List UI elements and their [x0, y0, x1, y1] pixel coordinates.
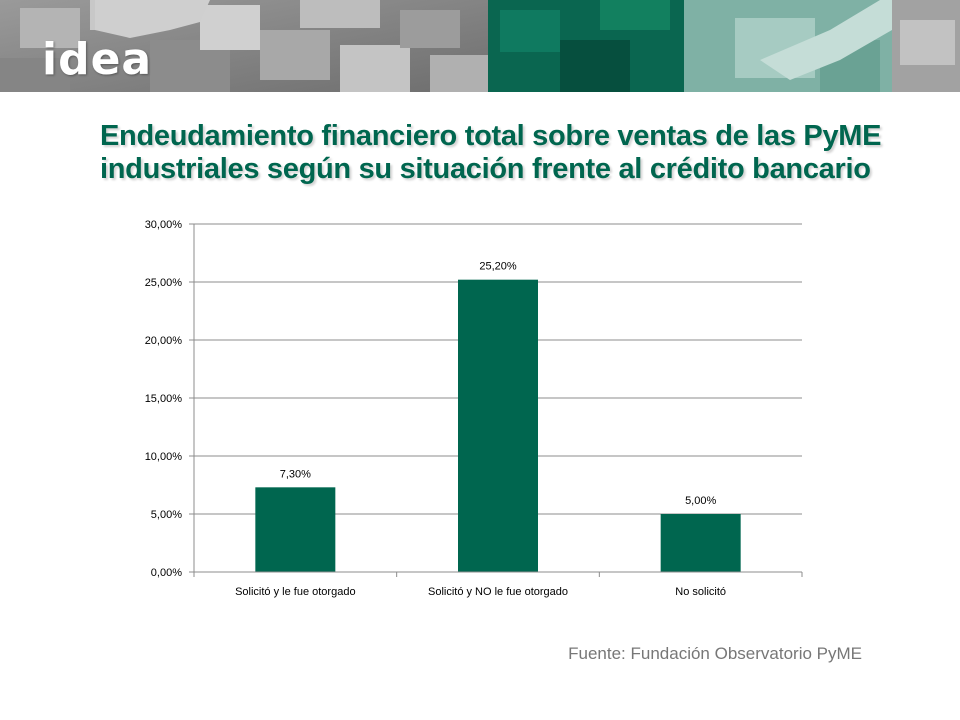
y-axis-ticks: 0,00% 5,00% 10,00% 15,00% 20,00% 25,00% 30,00%	[145, 219, 194, 579]
bar	[660, 514, 741, 572]
bar-chart: 0,00% 5,00% 10,00% 15,00% 20,00% 25,00% 30,00%…	[145, 219, 803, 598]
bar	[255, 487, 336, 572]
x-tick-label: No solicitó	[675, 586, 726, 598]
y-tick-label: 0,00%	[151, 567, 182, 579]
y-tick-label: 5,00%	[151, 509, 182, 521]
x-tick-label: Solicitó y le fue otorgado	[235, 586, 355, 598]
x-axis-ticks: Solicitó y le fue otorgado Solicitó y NO …	[193, 572, 803, 598]
header-banner: idea	[0, 0, 960, 92]
data-label: 7,30%	[280, 468, 311, 480]
x-tick-label: Solicitó y NO le fue otorgado	[428, 586, 568, 598]
data-label: 5,00%	[685, 495, 716, 507]
data-labels: 7,30% 25,20% 5,00%	[280, 261, 717, 507]
bar	[458, 279, 538, 572]
y-tick-label: 20,00%	[145, 335, 183, 347]
banner-photo	[0, 0, 960, 92]
y-tick-label: 10,00%	[145, 451, 183, 463]
y-tick-label: 30,00%	[145, 219, 183, 231]
y-tick-label: 25,00%	[145, 277, 183, 289]
chart-bars	[255, 279, 741, 572]
data-label: 25,20%	[479, 261, 517, 273]
slide-title: Endeudamiento financiero total sobre ven…	[100, 120, 882, 185]
y-tick-label: 15,00%	[145, 393, 183, 405]
idea-logo: idea	[42, 34, 153, 85]
source-note: Fuente: Fundación Observatorio PyME	[568, 644, 862, 663]
